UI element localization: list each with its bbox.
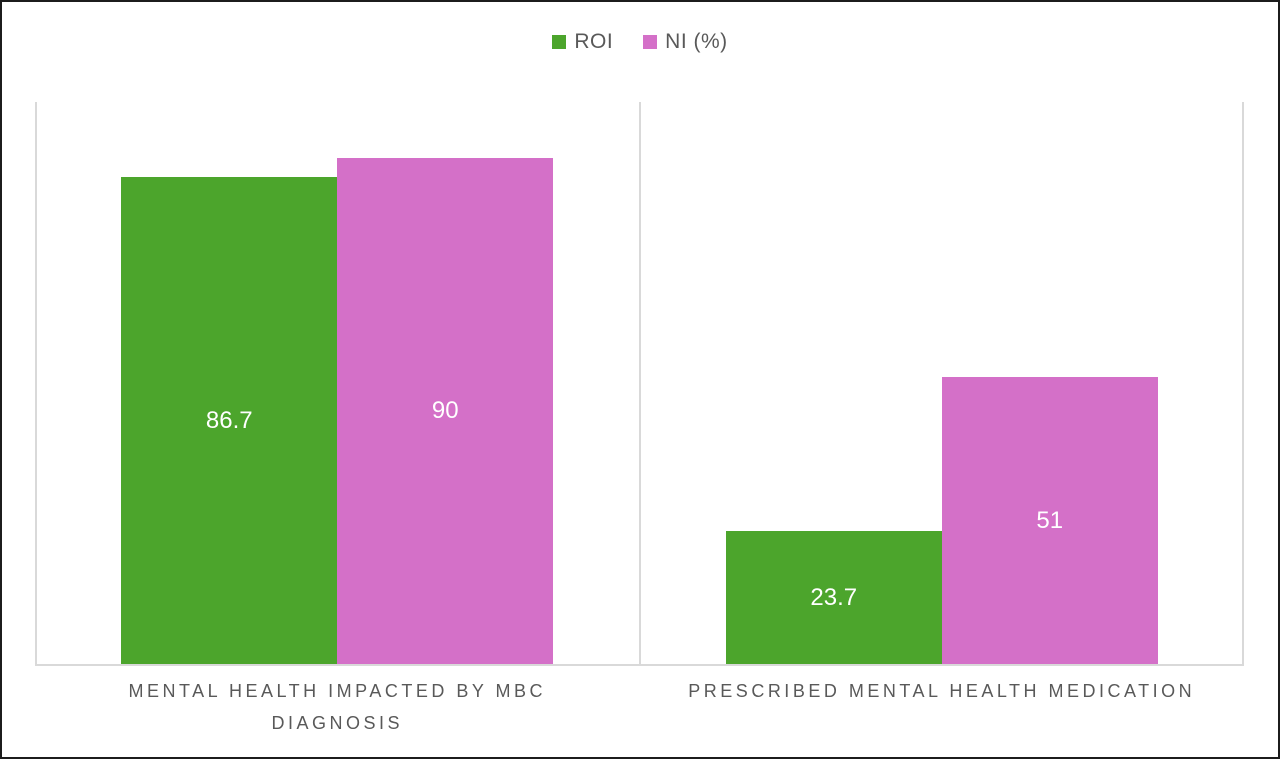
- gridline-right: [1242, 102, 1244, 664]
- bar-value-label: 90: [431, 397, 459, 424]
- chart-legend: ROI NI (%): [2, 30, 1278, 54]
- bar-roi-cat1: 86.7: [121, 177, 338, 664]
- bar-ni-cat2: 51: [941, 377, 1158, 664]
- legend-label-ni: NI (%): [665, 30, 728, 53]
- bar-ni-cat1: 90: [337, 158, 554, 664]
- category-label-1: MENTAL HEALTH IMPACTED BY MBC DIAGNOSIS: [128, 681, 547, 733]
- category-panels: 86.7 90 23.7 51: [35, 102, 1244, 664]
- bar-roi-cat2: 23.7: [725, 531, 942, 664]
- legend-item-roi: ROI: [552, 30, 613, 54]
- bar-value-label: 51: [1036, 506, 1064, 534]
- x-axis-line: [35, 664, 1244, 666]
- legend-swatch-roi: [552, 35, 567, 49]
- legend-swatch-ni: [643, 35, 658, 49]
- category-axis-labels: MENTAL HEALTH IMPACTED BY MBC DIAGNOSIS …: [35, 676, 1244, 739]
- bar-value-label: 23.7: [810, 583, 858, 611]
- gridline-left: [35, 102, 37, 664]
- legend-label-roi: ROI: [574, 30, 614, 53]
- bar-value-label: 86.7: [205, 406, 253, 434]
- category-panel: 86.7 90: [35, 102, 640, 664]
- category-label-2: PRESCRIBED MENTAL HEALTH MEDICATION: [688, 681, 1196, 701]
- legend-item-ni: NI (%): [643, 30, 728, 54]
- plot-area: 86.7 90 23.7 51: [35, 102, 1244, 666]
- category-panel: 23.7 51: [640, 102, 1245, 664]
- gridline-middle: [638, 102, 641, 664]
